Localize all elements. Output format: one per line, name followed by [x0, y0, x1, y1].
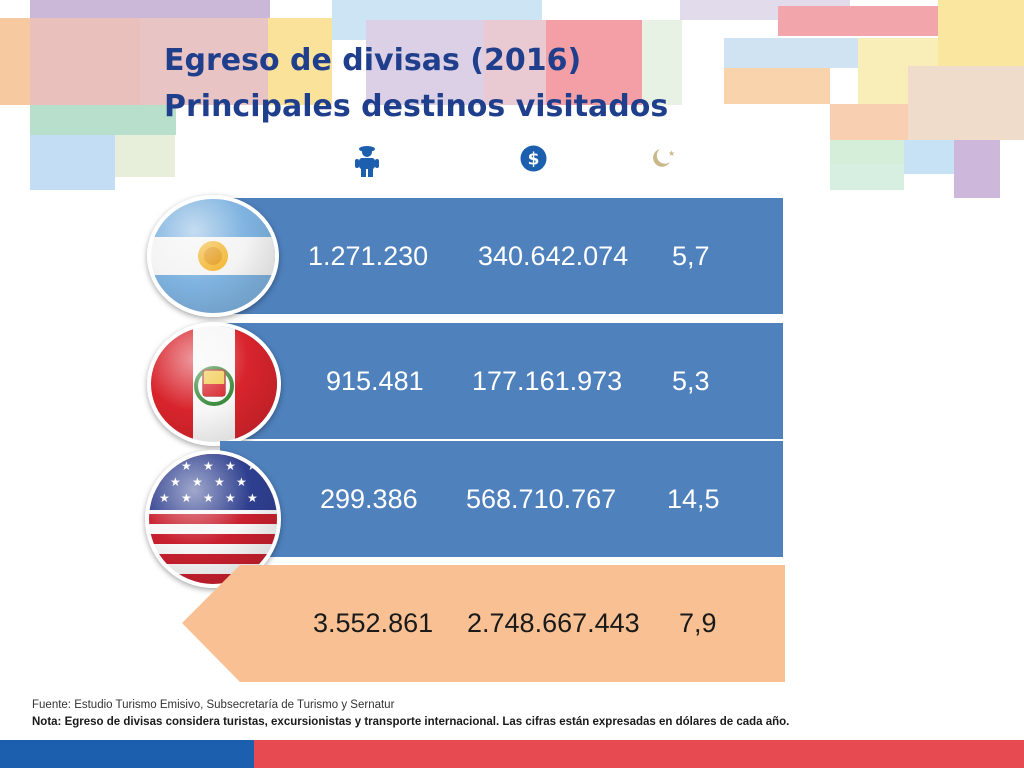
svg-text:★: ★	[170, 475, 181, 489]
svg-text:★: ★	[214, 475, 225, 489]
dollars-value: 340.642.074	[478, 240, 629, 271]
svg-text:★: ★	[159, 459, 170, 473]
tourists-value: 1.271.230	[308, 240, 429, 271]
svg-text:★: ★	[203, 491, 214, 505]
tourists-value: 915.481	[326, 365, 424, 396]
usa-flag: ★ ★ ★ ★ ★ ★ ★ ★ ★ ★ ★ ★ ★ ★	[145, 450, 281, 588]
page-title: Egreso de divisas (2016) Principales des…	[164, 38, 668, 130]
title-line-1: Egreso de divisas (2016)	[164, 43, 582, 78]
total-nights-value: 7,9	[679, 608, 717, 638]
svg-text:★: ★	[203, 459, 214, 473]
nights-value: 5,7	[672, 240, 710, 271]
svg-text:★: ★	[668, 149, 675, 158]
total-row-shape	[182, 565, 785, 682]
title-line-2: Principales destinos visitados	[164, 89, 669, 124]
total-row: 3.552.861 2.748.667.443 7,9	[182, 565, 785, 682]
svg-text:★: ★	[159, 491, 170, 505]
footer-note: Nota: Egreso de divisas considera turist…	[32, 716, 790, 728]
footer-source: Fuente: Estudio Turismo Emisivo, Subsecr…	[32, 699, 395, 711]
night-icon: ★	[648, 146, 676, 175]
bottom-bar-blue	[0, 740, 254, 768]
footer: Fuente: Estudio Turismo Emisivo, Subsecr…	[32, 697, 789, 731]
tourist-icon	[353, 143, 381, 182]
dollars-value: 568.710.767	[466, 483, 617, 514]
total-tourists-value: 3.552.861	[313, 608, 434, 638]
svg-text:★: ★	[181, 491, 192, 505]
peru-flag	[147, 322, 281, 446]
table-row: 299.386 568.710.767 14,5	[220, 441, 783, 557]
svg-text:$: $	[528, 150, 540, 170]
argentina-flag	[147, 195, 279, 317]
svg-text:★: ★	[225, 459, 236, 473]
bottom-bar-red	[254, 740, 1024, 768]
svg-text:★: ★	[192, 475, 203, 489]
dollar-icon: $	[520, 145, 547, 177]
table-row: 1.271.230 340.642.074 5,7	[220, 198, 783, 314]
svg-text:★: ★	[247, 491, 258, 505]
dollars-value: 177.161.973	[472, 365, 623, 396]
tourists-value: 299.386	[320, 483, 418, 514]
svg-text:★: ★	[181, 459, 192, 473]
table-row: 915.481 177.161.973 5,3	[220, 323, 783, 439]
svg-text:★: ★	[236, 475, 247, 489]
nights-value: 14,5	[667, 483, 720, 514]
total-dollars-value: 2.748.667.443	[467, 608, 640, 638]
nights-value: 5,3	[672, 365, 710, 396]
svg-text:★: ★	[225, 491, 236, 505]
